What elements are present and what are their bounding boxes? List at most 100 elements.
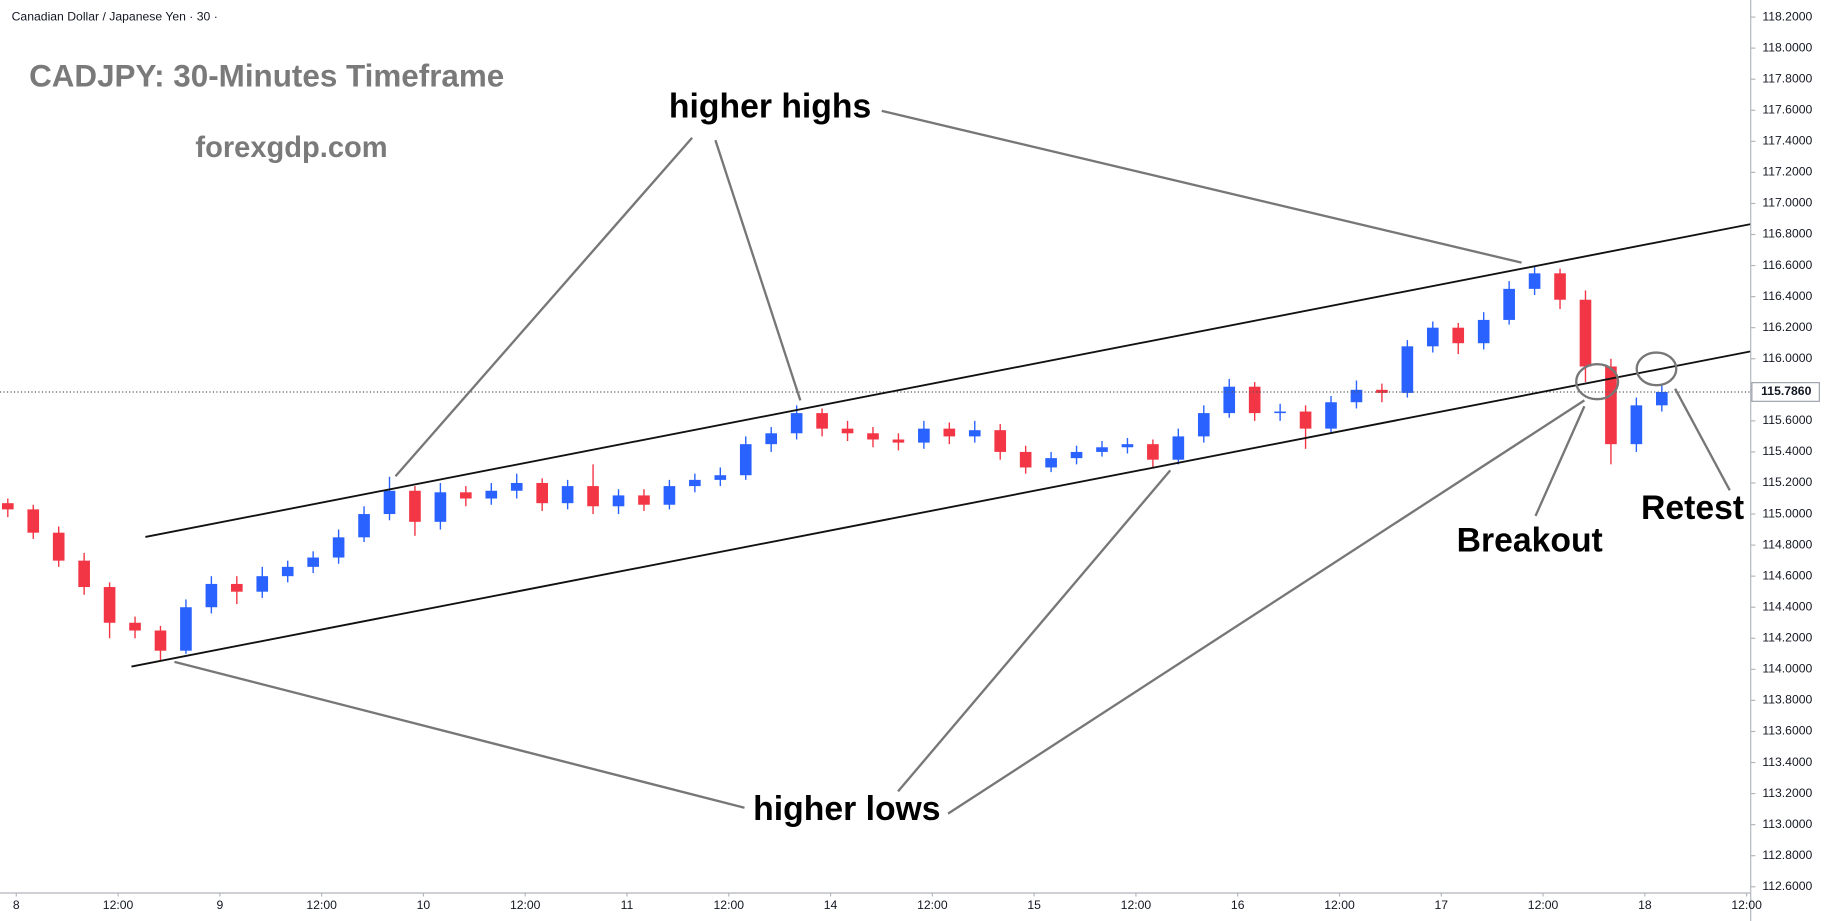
x-tick-label: 12:00 [1324,898,1355,912]
y-tick-label: 113.4000 [1762,755,1812,769]
pointer-line [947,399,1585,815]
x-tick-label: 18 [1638,898,1652,912]
y-tick-label: 116.0000 [1762,351,1812,365]
y-tick-label: 117.2000 [1762,165,1812,179]
candle-body [1197,413,1210,437]
candle-body [358,514,370,538]
candle-body [1426,327,1439,347]
y-tick-label: 118.0000 [1762,40,1812,54]
pointer-line [1534,405,1586,517]
chart-title: CADJPY: 30-Minutes Timeframe [29,58,504,93]
pointer-line [174,660,745,809]
pointer-line [394,136,694,478]
candle-body [1274,411,1286,414]
candle-body [1019,451,1032,468]
x-tick-label: 12:00 [1528,898,1559,912]
candle-body [1554,273,1566,300]
candle-body [918,428,930,443]
pointer-line [714,139,802,401]
x-tick-label: 11 [621,898,634,912]
pointer-line [881,109,1522,264]
breakout-circle [1575,363,1620,401]
candle-body [205,583,218,608]
candle-body [536,482,548,504]
y-tick-label: 112.8000 [1762,848,1812,862]
candle-body [1045,458,1057,468]
candle-body [1503,288,1515,320]
y-tick-label: 113.2000 [1762,786,1812,800]
x-tick-label: 14 [824,898,838,912]
candle-body [485,490,498,499]
lower-trend-line [131,350,1751,668]
retest-circle [1635,351,1678,387]
y-tick-label: 114.8000 [1762,537,1812,551]
candle-body [1299,411,1312,429]
candle-body [714,475,727,480]
price-axis [1750,0,1824,921]
y-tick-label: 113.8000 [1762,693,1812,707]
y-tick-label: 115.4000 [1762,444,1812,458]
last-price-label: 115.7860 [1761,384,1811,398]
candle-body [1605,366,1617,445]
pointer-line [1674,388,1731,491]
y-tick-label: 116.6000 [1762,258,1812,272]
candle-body [1,503,14,510]
y-tick-label: 114.4000 [1762,599,1812,613]
candle-body [1452,327,1465,344]
candle-body [663,486,676,505]
candle-body [943,428,956,437]
pointer-lines [174,109,1731,815]
y-tick-label: 114.6000 [1762,568,1812,582]
x-tick-label: 15 [1027,898,1041,912]
candle-body [1579,299,1592,367]
candle-body [1630,405,1643,445]
candle-body [1376,389,1388,393]
x-tick-label: 12:00 [103,898,134,912]
x-tick-label: 8 [13,898,20,912]
x-tick-label: 9 [216,898,223,912]
candle-body [561,486,574,504]
y-tick-label: 115.2000 [1762,475,1812,489]
y-tick-label: 114.2000 [1762,631,1812,645]
candle-body [409,490,421,522]
x-tick-label: 16 [1231,898,1245,912]
annotation: Breakout [1457,522,1603,560]
x-tick-label: 12:00 [510,898,541,912]
candle-body [1096,447,1108,452]
candle-body [281,566,294,577]
candle-body [1223,386,1236,414]
candle-body [1325,402,1337,429]
candle-body [1350,389,1363,403]
candle-body [52,532,65,561]
last-price-box [1751,382,1820,402]
x-tick-label: 12:00 [1731,898,1762,912]
candle-body [383,490,396,515]
candle-body [1248,386,1261,414]
candle-body [867,433,879,440]
candle-body [1070,451,1083,459]
upper-trend-line [145,223,1751,538]
candle-body [612,495,625,507]
candle-body [460,492,472,499]
y-tick-label: 112.6000 [1762,879,1812,893]
candle-body [231,583,243,592]
candle-body [790,413,803,434]
candle-body [1121,444,1134,448]
y-tick-label: 117.4000 [1762,134,1812,148]
annotation: Retest [1641,489,1744,527]
y-tick-label: 114.0000 [1762,662,1812,676]
candle-body [816,413,828,429]
y-tick-label: 115.0000 [1762,506,1812,520]
candle-body [1401,346,1414,393]
y-tick-label: 117.6000 [1762,102,1812,116]
y-tick-label: 113.6000 [1762,724,1812,738]
candle-body [765,433,778,445]
x-tick-label: 12:00 [917,898,948,912]
candle-body [27,509,40,533]
y-tick-label: 113.0000 [1762,817,1812,831]
candle-body [689,479,701,487]
